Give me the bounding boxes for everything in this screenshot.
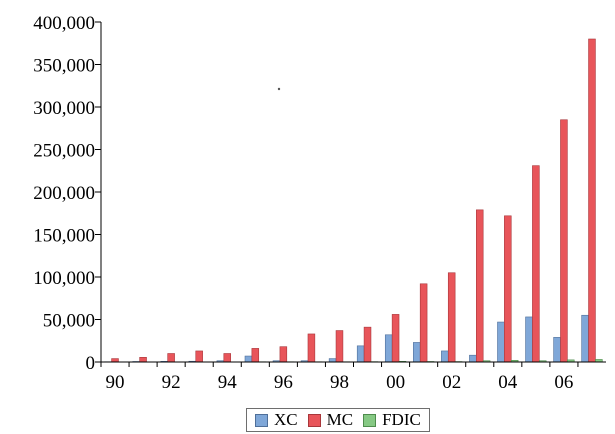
y-tick-label: 250,000 [33, 141, 95, 162]
y-tick-label: 50,000 [43, 311, 95, 332]
legend-swatch-fdic [363, 413, 377, 427]
x-tick-label: 06 [554, 372, 573, 393]
legend-item-fdic: FDIC [363, 410, 421, 430]
bar-mc-05 [532, 165, 540, 363]
y-tick-label: 300,000 [33, 98, 95, 119]
bar-xc-06 [553, 337, 561, 363]
bar-mc-02 [447, 272, 456, 363]
y-axis: 0 50,000 100,000 150,000 200,000 250,000 300,0… [33, 13, 101, 374]
bar-mc-93 [195, 350, 203, 363]
bar-mc-04 [504, 215, 512, 363]
bar-xc-04 [497, 321, 505, 363]
bar-mc-01 [419, 283, 428, 363]
bar-mc-96 [279, 346, 288, 363]
legend: XC MC FDIC [246, 408, 430, 432]
x-tick-label: 02 [442, 372, 461, 393]
legend-swatch-xc [255, 413, 268, 427]
bar-mc-91 [139, 357, 147, 363]
bar-mc-00 [391, 314, 400, 363]
bar-xc-95 [244, 355, 253, 363]
bar-xc-00 [384, 334, 393, 363]
legend-label-fdic: FDIC [382, 410, 421, 429]
legend-label-xc: XC [274, 410, 298, 429]
stray-dot [277, 87, 281, 91]
x-tick-label: 04 [498, 372, 518, 393]
bar-xc-02 [441, 350, 449, 363]
x-tick-label: 90 [106, 372, 125, 393]
legend-item-xc: XC [255, 410, 298, 430]
x-tick-label: 94 [218, 372, 238, 393]
legend-swatch-mc [307, 413, 321, 427]
bars-layer [104, 38, 603, 363]
bar-mc-07 [588, 38, 596, 363]
y-tick-label: 0 [86, 353, 96, 374]
bar-xc-03 [469, 354, 477, 363]
x-tick-label: 96 [274, 372, 293, 393]
bar-mc-95 [251, 348, 260, 363]
bar-xc-07 [581, 314, 589, 363]
legend-item-mc: MC [307, 410, 354, 430]
bar-mc-99 [363, 326, 372, 363]
bar-mc-06 [560, 119, 568, 363]
legend-label-mc: MC [326, 410, 354, 429]
bar-mc-03 [476, 209, 484, 363]
bar-xc-01 [413, 342, 421, 363]
bar-mc-92 [167, 353, 175, 363]
x-axis: 90 92 94 96 98 00 02 04 06 [100, 362, 579, 393]
bar-mc-90 [111, 358, 119, 363]
y-tick-label: 200,000 [33, 183, 95, 204]
bar-mc-97 [307, 333, 316, 363]
bar-mc-98 [335, 330, 344, 363]
y-tick-label: 150,000 [33, 226, 95, 247]
bar-mc-94 [223, 353, 231, 363]
y-tick-label: 100,000 [33, 268, 95, 289]
x-tick-label: 98 [330, 372, 349, 393]
y-tick-label: 350,000 [33, 56, 95, 77]
x-tick-label: 92 [162, 372, 181, 393]
x-tick-label: 00 [386, 372, 405, 393]
bar-xc-98 [328, 358, 337, 363]
bar-xc-99 [356, 345, 365, 363]
bar-xc-05 [525, 316, 533, 363]
bar-chart: 0 50,000 100,000 150,000 200,000 250,000 300,0… [33, 13, 606, 393]
y-tick-label: 400,000 [33, 13, 95, 34]
